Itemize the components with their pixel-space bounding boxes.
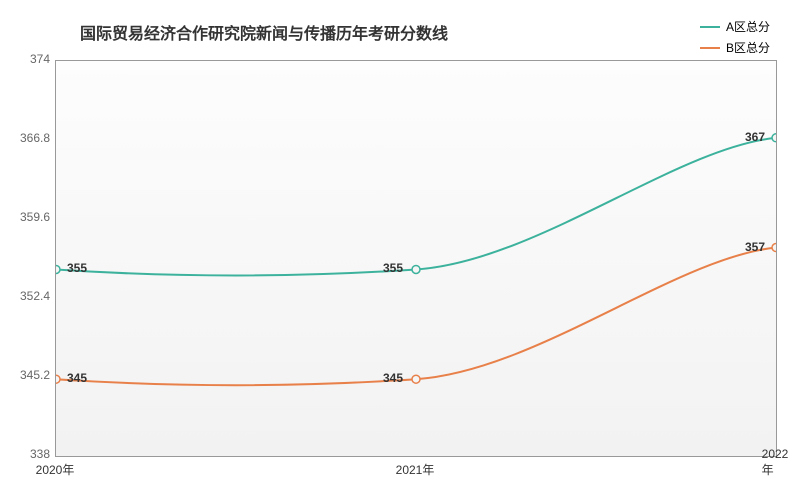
legend: A区总分 B区总分 [700,18,770,60]
data-point-label: 345 [67,371,87,385]
legend-item-a: A区总分 [700,18,770,35]
y-tick-label: 359.6 [5,210,50,224]
y-tick-label: 352.4 [5,289,50,303]
legend-label-b: B区总分 [726,39,770,56]
data-point-label: 367 [745,130,765,144]
data-point-label: 355 [383,261,403,275]
legend-swatch-b [700,47,720,49]
chart-svg [56,61,776,456]
x-tick-label: 2021年 [396,461,435,478]
y-tick-label: 366.8 [5,131,50,145]
legend-item-b: B区总分 [700,39,770,56]
x-tick-label: 2022年 [762,447,789,478]
data-point-label: 355 [67,261,87,275]
legend-label-a: A区总分 [726,18,770,35]
y-tick-label: 338 [5,447,50,461]
chart-title: 国际贸易经济合作研究院新闻与传播历年考研分数线 [80,20,448,44]
data-point-label: 357 [745,240,765,254]
legend-swatch-a [700,26,720,28]
y-tick-label: 374 [5,52,50,66]
plot-area [55,60,777,457]
x-tick-label: 2020年 [36,461,75,478]
chart-container: 国际贸易经济合作研究院新闻与传播历年考研分数线 A区总分 B区总分 338 345… [0,0,800,500]
y-tick-label: 345.2 [5,368,50,382]
data-point-label: 345 [383,371,403,385]
